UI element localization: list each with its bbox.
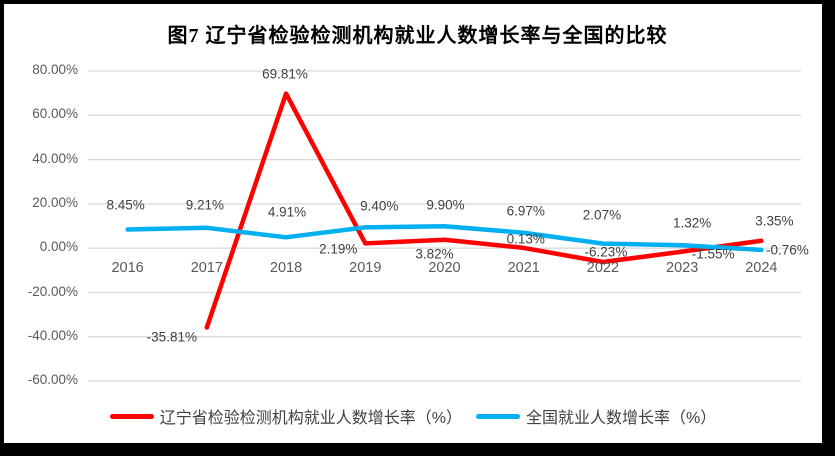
series-line-liaoning — [204, 91, 764, 330]
series-line-national — [125, 224, 764, 253]
legend-item-liaoning: 辽宁省检验检测机构就业人数增长率（%） — [109, 404, 462, 428]
chart-legend: 辽宁省检验检测机构就业人数增长率（%） 全国就业人数增长率（%） — [4, 404, 822, 428]
legend-line-swatch-red — [109, 413, 154, 419]
chart-title: 图7 辽宁省检验检测机构就业人数增长率与全国的比较 — [167, 25, 668, 47]
legend-label-national: 全国就业人数增长率（%） — [526, 410, 717, 427]
legend-item-national: 全国就业人数增长率（%） — [476, 404, 716, 428]
legend-label-liaoning: 辽宁省检验检测机构就业人数增长率（%） — [159, 410, 462, 427]
legend-line-swatch-blue — [476, 413, 520, 419]
